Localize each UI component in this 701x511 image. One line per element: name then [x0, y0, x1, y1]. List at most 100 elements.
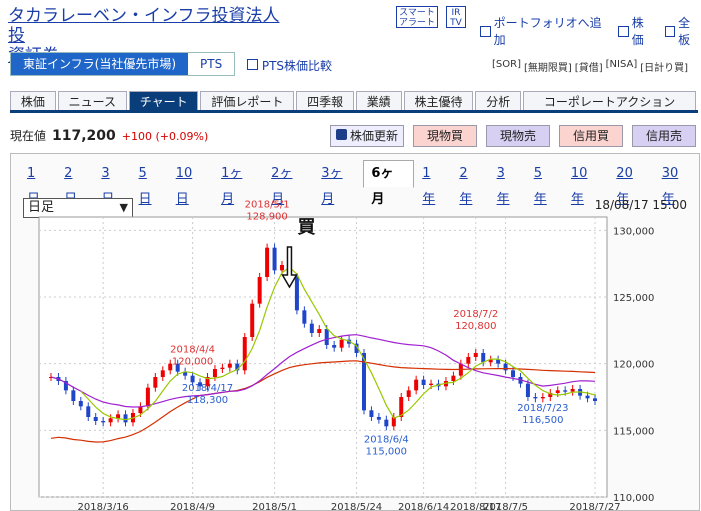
annotation-date: 2018/7/2	[453, 309, 498, 320]
tab-tse-infra[interactable]: 東証インフラ(当社優先市場)	[11, 53, 189, 75]
tab-stock-price[interactable]: 株価	[10, 91, 56, 110]
badge-unlimited: [無期限買]	[523, 63, 572, 74]
candle-body	[272, 247, 277, 271]
smart-alert-button[interactable]: スマート アラート	[396, 6, 438, 28]
tab-corporate-action[interactable]: コーポレートアクション	[523, 91, 696, 110]
period-tab[interactable]: 5年	[533, 166, 547, 207]
period-tab[interactable]: 10日	[175, 166, 193, 207]
annotation-value: 118,300	[187, 395, 228, 406]
candle-body	[511, 370, 516, 377]
candle-body	[384, 419, 389, 427]
tab-benefits[interactable]: 株主優待	[403, 91, 474, 110]
refresh-icon	[335, 129, 347, 140]
candle-body	[138, 406, 143, 413]
price-label: 現在値	[10, 129, 47, 143]
candle-body	[198, 382, 203, 387]
tab-shikiho[interactable]: 四季報	[296, 91, 354, 110]
candle-body	[399, 397, 404, 417]
cash-buy-button[interactable]: 現物買	[413, 125, 477, 147]
candle-body	[429, 383, 434, 385]
board-icon	[664, 25, 676, 37]
period-tab[interactable]: 20年	[616, 166, 633, 207]
badge-daytrade: [日計り買]	[640, 63, 689, 74]
y-tick-label: 120,000	[613, 360, 654, 371]
candle-body	[473, 353, 478, 357]
annotation-value: 128,900	[246, 212, 287, 223]
period-tab[interactable]: 3年	[496, 166, 510, 207]
ma75-line	[50, 360, 596, 443]
annotation-date: 2018/7/23	[517, 403, 568, 414]
period-tab[interactable]: 3ヶ月	[321, 166, 343, 207]
candle-body	[421, 379, 426, 385]
price-value: 117,200	[52, 128, 116, 144]
annotation-date: 2018/4/17	[182, 383, 233, 394]
candle-body	[555, 390, 560, 393]
annotation-value: 116,500	[522, 415, 563, 426]
candle-body	[354, 343, 359, 353]
candle-body	[466, 357, 471, 364]
buy-marker-label: 買	[297, 217, 315, 238]
x-tick-label: 2018/8/17	[450, 502, 501, 510]
badge-lending: [貸借]	[574, 63, 603, 74]
candle-body	[205, 377, 210, 387]
period-tab[interactable]: 6ヶ月	[363, 160, 415, 207]
stock-price-label: 株価	[631, 16, 644, 47]
tab-analysis[interactable]: 分析	[475, 91, 522, 110]
ir-tv-label: IR TV	[450, 8, 462, 28]
candle-body	[86, 406, 91, 417]
badge-sor: [SOR]	[492, 59, 521, 70]
candle-body	[369, 410, 374, 417]
period-tab[interactable]: 10年	[570, 166, 588, 207]
x-tick-label: 2018/3/16	[78, 502, 129, 510]
period-tab[interactable]: 1年	[422, 166, 436, 207]
x-tick-label: 2018/5/24	[331, 502, 382, 510]
full-board-label: 全板	[678, 16, 691, 47]
trade-badges: [SOR] [無期限買] [貸借] [NISA] [日計り買]	[492, 59, 688, 74]
candle-body	[160, 370, 165, 377]
portfolio-add-label: ポートフォリオへ追加	[493, 16, 602, 47]
badge-nisa: [NISA]	[605, 59, 638, 70]
refresh-price-button[interactable]: 株価更新	[330, 125, 404, 147]
candle-body	[116, 414, 121, 419]
tab-earnings[interactable]: 業績	[355, 91, 402, 110]
candle-body	[339, 339, 344, 348]
tab-chart[interactable]: チャート	[128, 91, 199, 110]
chart-icon	[618, 25, 629, 37]
candle-body	[212, 369, 217, 377]
cash-sell-button[interactable]: 現物売	[486, 125, 550, 147]
stock-price-link[interactable]: 株価	[618, 14, 654, 48]
candle-body	[71, 390, 76, 401]
compare-icon	[247, 59, 258, 70]
portfolio-icon	[480, 25, 491, 37]
y-tick-label: 115,000	[613, 426, 654, 437]
refresh-label: 株価更新	[349, 129, 398, 143]
x-tick-label: 2018/7/27	[569, 502, 620, 510]
candle-body	[332, 345, 337, 348]
period-tab[interactable]: 2年	[459, 166, 473, 207]
period-tab[interactable]: 1ヶ月	[221, 166, 243, 207]
period-tab[interactable]: 5日	[138, 166, 152, 207]
candle-body	[257, 277, 262, 304]
annotation-date: 2018/5/1	[245, 200, 290, 211]
annotation-date: 2018/6/4	[364, 434, 409, 445]
margin-sell-button[interactable]: 信用売	[632, 125, 696, 147]
ir-tv-button[interactable]: IR TV	[446, 6, 466, 28]
candle-body	[525, 383, 530, 397]
candle-body	[93, 417, 98, 421]
candle-body	[391, 417, 396, 427]
interval-value: 日足	[28, 200, 55, 215]
x-tick-label: 2018/6/14	[398, 502, 449, 510]
margin-buy-button[interactable]: 信用買	[559, 125, 623, 147]
period-tab[interactable]: 30年	[661, 166, 679, 207]
portfolio-add-link[interactable]: ポートフォリオへ追加	[480, 14, 608, 48]
tab-rating-report[interactable]: 評価レポート	[200, 91, 295, 110]
candle-body	[406, 390, 411, 397]
x-tick-label: 2018/4/9	[170, 502, 215, 510]
tab-pts[interactable]: PTS	[188, 53, 235, 75]
full-board-link[interactable]: 全板	[664, 14, 701, 48]
y-tick-label: 125,000	[613, 293, 654, 304]
candle-body	[496, 359, 501, 364]
tab-news[interactable]: ニュース	[57, 91, 127, 110]
pts-compare-link[interactable]: PTS株価比較	[247, 57, 332, 74]
period-tab[interactable]: 2ヶ月	[271, 166, 293, 207]
